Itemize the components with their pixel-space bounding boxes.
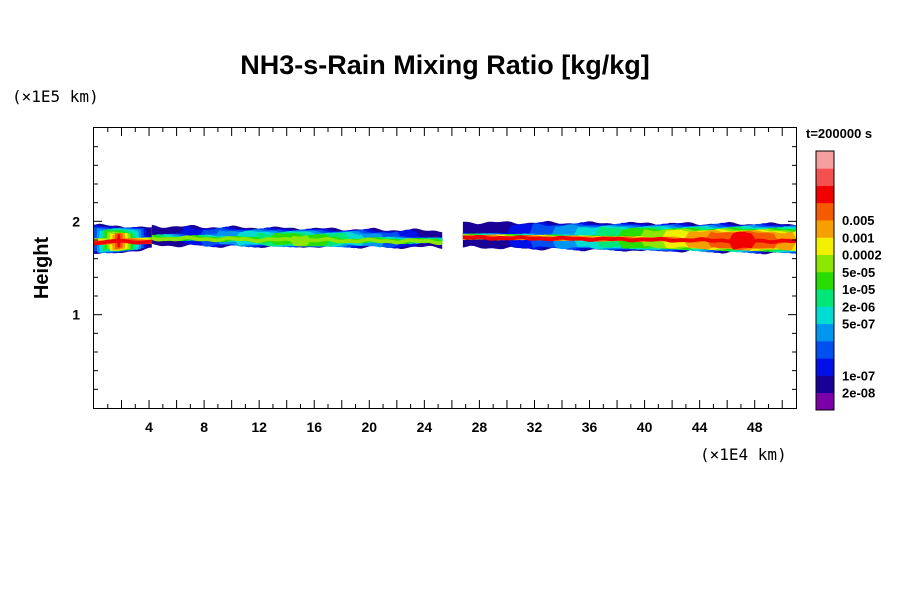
x-tick-label: 44 <box>692 419 708 435</box>
x-tick-label: 24 <box>417 419 433 435</box>
plot-frame <box>93 127 797 409</box>
x-tick-label: 28 <box>472 419 488 435</box>
colorbar-swatch <box>816 185 834 204</box>
data-field <box>94 220 796 255</box>
colorbar-swatch <box>816 168 834 186</box>
colorbar-swatch <box>816 237 834 255</box>
colorbar-swatch <box>816 306 834 325</box>
x-multiplier-label: (×1E4 km) <box>700 445 787 464</box>
x-tick-label: 40 <box>637 419 653 435</box>
colorbar-label: 2e-06 <box>842 299 875 314</box>
colorbar: 2e-08 1e-07 5e-07 2e-06 1e-05 5e-05 0.0002 0.00… <box>815 150 882 411</box>
colorbar-label: 0.0002 <box>842 248 882 263</box>
y-multiplier-label: (×1E5 km) <box>12 87 99 106</box>
colorbar-swatch <box>816 392 834 411</box>
cloud-band-level <box>151 235 443 247</box>
colorbar-label: 5e-07 <box>842 317 875 332</box>
colorbar-swatch <box>816 271 834 290</box>
colorbar-swatch <box>816 358 834 376</box>
colorbar-swatch <box>816 220 834 238</box>
colorbar-swatch <box>816 202 834 221</box>
chart-title: NH3-s-Rain Mixing Ratio [kg/kg] <box>240 50 650 80</box>
colorbar-label: 1e-07 <box>842 368 875 383</box>
cloud-band-level <box>462 231 796 250</box>
x-tick-label: 48 <box>747 419 763 435</box>
colorbar-swatch <box>816 323 834 342</box>
x-tick-label: 32 <box>527 419 543 435</box>
x-tick-label: 20 <box>362 419 378 435</box>
x-tick-label: 8 <box>200 419 208 435</box>
colorbar-swatch <box>816 151 834 169</box>
cloud-band-level <box>94 234 152 248</box>
x-tick-label: 4 <box>145 419 153 435</box>
x-tick-label: 16 <box>306 419 322 435</box>
colorbar-label: 2e-08 <box>842 386 875 401</box>
colorbar-label: 5e-05 <box>842 265 875 280</box>
colorbar-label: 0.005 <box>842 213 875 228</box>
colorbar-swatch <box>816 340 834 359</box>
colorbar-swatch <box>816 375 834 394</box>
colorbar-frame <box>815 150 835 411</box>
colorbar-label: 0.001 <box>842 230 875 245</box>
x-tick-label: 36 <box>582 419 598 435</box>
x-tick-label: 12 <box>251 419 267 435</box>
colorbar-swatch <box>816 289 834 307</box>
colorbar-label: 1e-05 <box>842 282 875 297</box>
y-axis-label: Height <box>31 237 53 300</box>
y-tick-label: 1 <box>72 307 80 323</box>
y-tick-label: 2 <box>72 213 80 229</box>
time-label: t=200000 s <box>806 126 872 141</box>
colorbar-swatch <box>816 254 834 273</box>
